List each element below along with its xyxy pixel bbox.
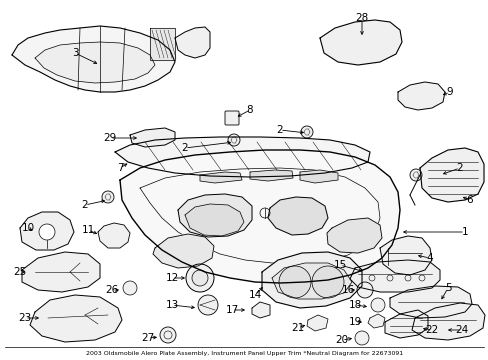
Circle shape: [356, 282, 372, 298]
FancyBboxPatch shape: [224, 111, 239, 125]
Circle shape: [102, 191, 114, 203]
Polygon shape: [379, 236, 431, 275]
Polygon shape: [35, 42, 155, 83]
Polygon shape: [367, 314, 384, 328]
Polygon shape: [306, 315, 327, 331]
Text: 2: 2: [276, 125, 283, 135]
Text: 7: 7: [117, 163, 123, 173]
Text: 26: 26: [105, 285, 119, 295]
Text: 14: 14: [248, 290, 261, 300]
Polygon shape: [249, 170, 292, 181]
Circle shape: [198, 295, 218, 315]
Circle shape: [354, 331, 368, 345]
Polygon shape: [20, 212, 74, 250]
Circle shape: [39, 224, 55, 240]
Polygon shape: [115, 137, 369, 177]
Polygon shape: [22, 252, 100, 292]
Polygon shape: [411, 303, 484, 340]
Polygon shape: [120, 150, 399, 283]
Text: 16: 16: [341, 285, 354, 295]
Text: 13: 13: [165, 300, 178, 310]
Text: 6: 6: [466, 195, 472, 205]
Text: 1: 1: [461, 227, 468, 237]
Polygon shape: [175, 27, 209, 58]
Text: 2: 2: [81, 200, 88, 210]
Polygon shape: [150, 28, 175, 60]
Polygon shape: [326, 218, 381, 253]
Text: 29: 29: [103, 133, 116, 143]
Polygon shape: [153, 234, 214, 268]
Text: 4: 4: [426, 253, 432, 263]
Circle shape: [301, 126, 312, 138]
Text: 19: 19: [347, 317, 361, 327]
Text: 3: 3: [72, 48, 78, 58]
Text: 28: 28: [355, 13, 368, 23]
Polygon shape: [98, 223, 130, 248]
Circle shape: [279, 266, 310, 298]
Polygon shape: [397, 82, 444, 110]
Polygon shape: [178, 194, 251, 237]
Text: 18: 18: [347, 300, 361, 310]
Polygon shape: [251, 302, 269, 318]
Circle shape: [227, 134, 240, 146]
Text: 11: 11: [81, 225, 95, 235]
Text: 21: 21: [291, 323, 304, 333]
Text: 15: 15: [333, 260, 346, 270]
Text: 17: 17: [225, 305, 238, 315]
Polygon shape: [419, 148, 483, 202]
Polygon shape: [267, 197, 327, 235]
Circle shape: [185, 264, 214, 292]
Circle shape: [123, 281, 137, 295]
Polygon shape: [389, 286, 471, 318]
Text: 8: 8: [246, 105, 253, 115]
Text: 27: 27: [141, 333, 154, 343]
Text: 2003 Oldsmobile Alero Plate Assembly, Instrument Panel Upper Trim *Neutral Diagr: 2003 Oldsmobile Alero Plate Assembly, In…: [86, 351, 402, 356]
Text: 22: 22: [425, 325, 438, 335]
Text: 2: 2: [456, 163, 462, 173]
Text: 12: 12: [165, 273, 178, 283]
Polygon shape: [271, 263, 351, 299]
Polygon shape: [384, 310, 427, 338]
Polygon shape: [262, 252, 361, 308]
Polygon shape: [319, 20, 401, 65]
Polygon shape: [30, 295, 122, 342]
Polygon shape: [130, 128, 175, 147]
Polygon shape: [12, 26, 175, 92]
Polygon shape: [299, 170, 337, 183]
Circle shape: [311, 266, 343, 298]
Circle shape: [409, 169, 421, 181]
Text: 5: 5: [444, 283, 450, 293]
Polygon shape: [140, 168, 379, 263]
Polygon shape: [349, 260, 439, 292]
Text: 24: 24: [454, 325, 468, 335]
Text: 9: 9: [446, 87, 452, 97]
Text: 20: 20: [335, 335, 348, 345]
Circle shape: [192, 270, 207, 286]
Polygon shape: [200, 172, 242, 183]
Text: 25: 25: [13, 267, 26, 277]
Text: 23: 23: [19, 313, 32, 323]
Text: 2: 2: [182, 143, 188, 153]
Text: 10: 10: [21, 223, 35, 233]
Polygon shape: [184, 204, 244, 236]
Circle shape: [160, 327, 176, 343]
Circle shape: [370, 298, 384, 312]
